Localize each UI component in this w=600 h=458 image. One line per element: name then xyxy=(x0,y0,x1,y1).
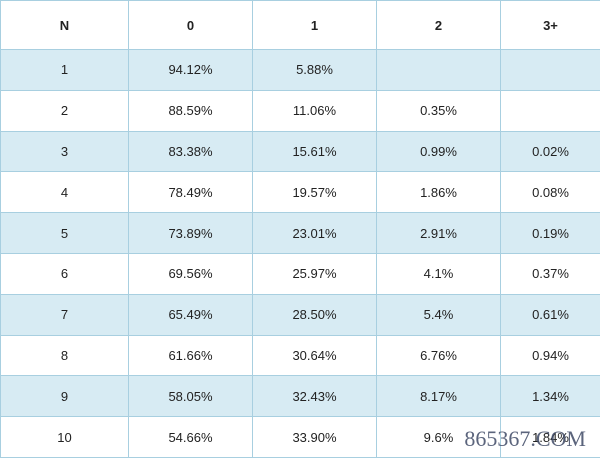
table-cell: 4 xyxy=(0,171,129,214)
table-cell: 6 xyxy=(0,252,129,295)
table-cell: 32.43% xyxy=(252,375,377,418)
table-cell: 4.1% xyxy=(376,252,501,295)
table-row: 3 83.38% 15.61% 0.99% 0.02% xyxy=(0,130,600,173)
table-cell: 11.06% xyxy=(252,89,377,132)
table-row: 8 61.66% 30.64% 6.76% 0.94% xyxy=(0,334,600,377)
table-cell: 28.50% xyxy=(252,293,377,336)
table-cell: 5.4% xyxy=(376,293,501,336)
table-row: 1 94.12% 5.88% xyxy=(0,49,600,91)
table-cell: 1 xyxy=(0,49,129,91)
table-cell xyxy=(500,89,600,132)
table-cell: 5.88% xyxy=(252,49,377,91)
table-cell: 0.37% xyxy=(500,252,600,295)
table-cell: 88.59% xyxy=(128,89,253,132)
table-cell: 23.01% xyxy=(252,212,377,254)
table-cell: 1.86% xyxy=(376,171,501,214)
table-cell: 9.6% xyxy=(376,416,501,458)
table-cell: 19.57% xyxy=(252,171,377,214)
table-cell: 78.49% xyxy=(128,171,253,214)
table-row: 5 73.89% 23.01% 2.91% 0.19% xyxy=(0,212,600,254)
table-cell: 69.56% xyxy=(128,252,253,295)
table-cell: 9 xyxy=(0,375,129,418)
table-cell: 0.61% xyxy=(500,293,600,336)
table-cell: 33.90% xyxy=(252,416,377,458)
table-cell: 0.94% xyxy=(500,334,600,377)
header-cell: 2 xyxy=(376,0,501,50)
header-cell: 1 xyxy=(252,0,377,50)
table-cell: 7 xyxy=(0,293,129,336)
table-cell: 0.35% xyxy=(376,89,501,132)
header-cell: N xyxy=(0,0,129,50)
table-row: 6 69.56% 25.97% 4.1% 0.37% xyxy=(0,252,600,295)
table-cell: 0.02% xyxy=(500,130,600,173)
table-cell: 58.05% xyxy=(128,375,253,418)
table-cell: 54.66% xyxy=(128,416,253,458)
table-cell: 15.61% xyxy=(252,130,377,173)
table-body: 1 94.12% 5.88% 2 88.59% 11.06% 0.35% 3 83.38% 15.… xyxy=(0,49,600,458)
table-row: 7 65.49% 28.50% 5.4% 0.61% xyxy=(0,293,600,336)
table-cell: 6.76% xyxy=(376,334,501,377)
header-cell: 3+ xyxy=(500,0,600,50)
table-cell: 83.38% xyxy=(128,130,253,173)
table-cell: 61.66% xyxy=(128,334,253,377)
table-cell: 10 xyxy=(0,416,129,458)
table-cell xyxy=(376,49,501,91)
table-cell: 73.89% xyxy=(128,212,253,254)
table-cell: 25.97% xyxy=(252,252,377,295)
table-cell: 1.34% xyxy=(500,375,600,418)
header-row: N 0 1 2 3+ xyxy=(0,0,600,50)
table-cell: 8.17% xyxy=(376,375,501,418)
table-cell: 5 xyxy=(0,212,129,254)
table-cell: 0.08% xyxy=(500,171,600,214)
watermark: 865367.COM xyxy=(464,426,586,451)
table-cell: 0.99% xyxy=(376,130,501,173)
table-cell: 30.64% xyxy=(252,334,377,377)
table-row: 2 88.59% 11.06% 0.35% xyxy=(0,89,600,132)
table-cell: 94.12% xyxy=(128,49,253,91)
header-cell: 0 xyxy=(128,0,253,50)
table-cell: 0.19% xyxy=(500,212,600,254)
table-row: 4 78.49% 19.57% 1.86% 0.08% xyxy=(0,171,600,214)
table-row: 9 58.05% 32.43% 8.17% 1.34% xyxy=(0,375,600,418)
table-cell xyxy=(500,49,600,91)
table-cell: 65.49% xyxy=(128,293,253,336)
table-cell: 2 xyxy=(0,89,129,132)
table-cell: 3 xyxy=(0,130,129,173)
table-cell: 2.91% xyxy=(376,212,501,254)
table-row: 10 54.66% 33.90% 9.6% 1.84% xyxy=(0,416,600,458)
table-cell: 8 xyxy=(0,334,129,377)
